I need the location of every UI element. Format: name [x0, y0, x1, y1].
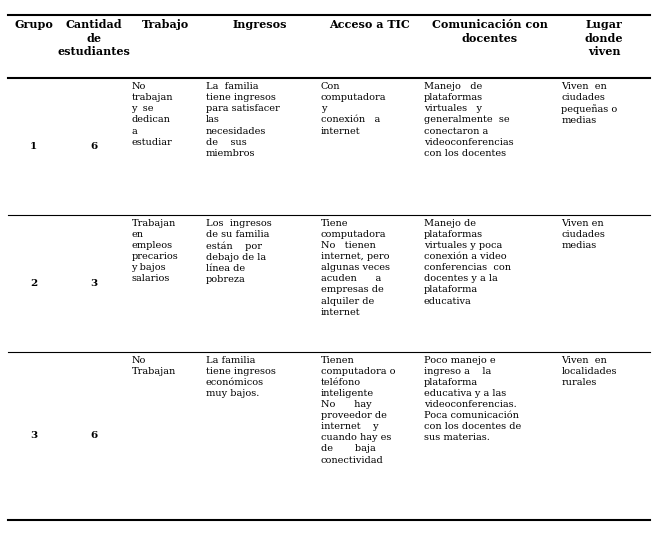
Text: Grupo: Grupo [14, 19, 53, 30]
Text: 6: 6 [90, 142, 97, 151]
Text: Comunicación con
docentes: Comunicación con docentes [432, 19, 547, 44]
Text: Cantidad
de
estudiantes: Cantidad de estudiantes [57, 19, 130, 57]
Text: 3: 3 [90, 279, 97, 288]
Text: Manejo   de
plataformas
virtuales   y
generalmente  se
conectaron a
videoconfere: Manejo de plataformas virtuales y genera… [424, 82, 513, 158]
Text: 1: 1 [30, 142, 38, 151]
Text: La familia
tiene ingresos
económicos
muy bajos.: La familia tiene ingresos económicos muy… [206, 356, 276, 398]
Text: Viven  en
ciudades
pequeñas o
medias: Viven en ciudades pequeñas o medias [561, 82, 618, 126]
Text: No
trabajan
y  se
dedican
a
estudiar: No trabajan y se dedican a estudiar [132, 82, 173, 147]
Text: Lugar
donde
viven: Lugar donde viven [585, 19, 623, 57]
Text: Acceso a TIC: Acceso a TIC [329, 19, 409, 30]
Text: Poco manejo e
ingreso a    la
plataforma
educativa y a las
videoconferencias.
Po: Poco manejo e ingreso a la plataforma ed… [424, 356, 521, 442]
Text: 3: 3 [30, 431, 38, 440]
Text: No
Trabajan: No Trabajan [132, 356, 176, 376]
Text: 6: 6 [90, 431, 97, 440]
Text: La  familia
tiene ingresos
para satisfacer
las
necesidades
de    sus
miembros: La familia tiene ingresos para satisface… [206, 82, 280, 158]
Text: Trabajo: Trabajo [142, 19, 190, 30]
Text: Tienen
computadora o
teléfono
inteligente
No      hay
proveedor de
internet    y: Tienen computadora o teléfono inteligent… [320, 356, 395, 464]
Text: Trabajan
en
empleos
precarios
y bajos
salarios: Trabajan en empleos precarios y bajos sa… [132, 219, 178, 284]
Text: Los  ingresos
de su familia
están    por
debajo de la
línea de
pobreza: Los ingresos de su familia están por deb… [206, 219, 272, 284]
Text: 2: 2 [30, 279, 38, 288]
Text: Viven en
ciudades
medias: Viven en ciudades medias [561, 219, 605, 250]
Text: Tiene
computadora
No   tienen
internet, pero
algunas veces
acuden      a
empresa: Tiene computadora No tienen internet, pe… [320, 219, 390, 317]
Text: Manejo de
plataformas
virtuales y poca
conexión a video
conferencias  con
docent: Manejo de plataformas virtuales y poca c… [424, 219, 511, 305]
Text: Con
computadora
y
conexión   a
internet: Con computadora y conexión a internet [320, 82, 386, 135]
Text: Viven  en
localidades
rurales: Viven en localidades rurales [561, 356, 617, 387]
Text: Ingresos: Ingresos [233, 19, 288, 30]
